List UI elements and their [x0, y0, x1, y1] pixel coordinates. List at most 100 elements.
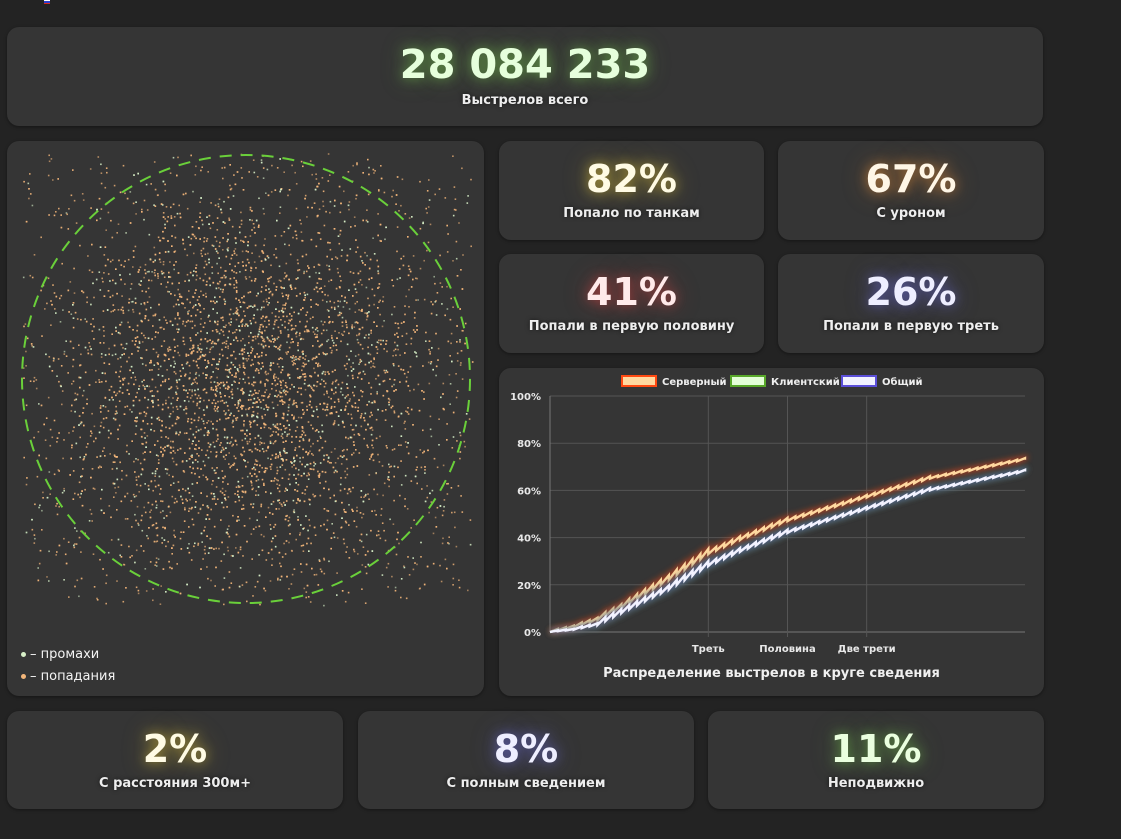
hit-point: [357, 553, 359, 555]
hit-point: [165, 286, 168, 288]
hit-point: [171, 235, 173, 237]
hit-point: [188, 290, 190, 292]
hit-point: [461, 329, 463, 332]
hit-point: [167, 216, 169, 218]
hit-point: [143, 276, 145, 279]
hit-point: [269, 393, 271, 396]
hit-point: [356, 322, 359, 324]
hit-point: [181, 460, 184, 462]
hit-point: [343, 330, 346, 333]
hit-point: [377, 342, 380, 344]
hit-point: [156, 540, 159, 542]
hit-point: [137, 589, 140, 592]
hit-point: [26, 477, 28, 479]
hit-point: [203, 422, 205, 425]
hit-point: [361, 516, 363, 519]
hit-point: [455, 209, 457, 211]
hit-point: [265, 406, 268, 408]
miss-point: [164, 468, 167, 470]
hit-point: [48, 154, 50, 157]
hit-point: [194, 324, 196, 327]
hit-point: [352, 164, 354, 167]
miss-point: [119, 386, 122, 389]
miss-point: [296, 331, 298, 334]
hit-point: [464, 322, 467, 325]
hit-point: [137, 522, 139, 525]
hit-point: [251, 229, 253, 231]
miss-point: [226, 442, 229, 444]
hit-point: [153, 161, 156, 163]
hit-point: [311, 468, 313, 470]
miss-point: [138, 283, 140, 285]
hit-point: [295, 234, 298, 236]
hit-point: [355, 197, 357, 200]
hit-point: [436, 466, 439, 469]
miss-point: [233, 380, 235, 383]
hit-point: [235, 372, 237, 374]
hit-point: [325, 414, 328, 417]
hit-point: [74, 585, 76, 588]
hit-point: [210, 420, 212, 423]
miss-point: [205, 374, 207, 376]
hit-point: [347, 171, 350, 173]
hit-point: [471, 361, 474, 363]
miss-point: [393, 364, 395, 367]
hit-point: [227, 409, 230, 412]
hit-point: [86, 296, 88, 299]
miss-point: [156, 417, 159, 420]
miss-point: [269, 442, 272, 444]
hit-point: [391, 279, 393, 281]
hit-point: [420, 556, 422, 558]
hit-point: [425, 331, 427, 334]
hit-point: [119, 380, 122, 382]
miss-point: [276, 337, 279, 340]
miss-point: [206, 216, 208, 218]
hit-point: [249, 209, 252, 211]
hit-point: [196, 274, 198, 277]
hit-point: [261, 467, 263, 469]
hit-point: [172, 406, 174, 409]
hit-point: [368, 278, 370, 281]
hit-point: [453, 511, 456, 514]
hit-point: [307, 472, 310, 474]
hit-point: [434, 282, 436, 285]
hit-point: [48, 356, 51, 358]
hit-point: [255, 480, 258, 482]
miss-point: [232, 313, 235, 315]
hit-point: [226, 364, 229, 367]
hit-point: [122, 312, 125, 314]
miss-point: [396, 344, 399, 347]
hit-point: [324, 440, 327, 443]
hit-point: [242, 301, 245, 304]
hit-point: [172, 460, 175, 463]
hit-point: [423, 391, 425, 393]
hit-point: [160, 384, 162, 387]
hit-point: [460, 362, 462, 364]
hit-point: [409, 389, 411, 392]
hit-point: [297, 262, 299, 265]
hit-point: [352, 428, 355, 431]
miss-point: [59, 321, 62, 323]
hit-point: [225, 454, 227, 456]
hit-point: [214, 393, 217, 396]
hit-point: [383, 529, 385, 532]
miss-point: [236, 368, 239, 370]
hit-point: [318, 264, 321, 266]
hit-point: [71, 444, 73, 447]
hit-point: [318, 560, 321, 562]
hit-point: [254, 278, 257, 280]
hit-point: [259, 441, 261, 443]
hit-point: [286, 353, 288, 355]
hit-point: [144, 415, 147, 417]
hit-point: [195, 289, 197, 291]
hit-point: [211, 467, 214, 469]
hit-point: [170, 440, 172, 443]
hit-point: [241, 490, 244, 493]
hit-point: [360, 413, 363, 415]
hit-point: [85, 453, 87, 456]
hit-point: [300, 402, 303, 404]
hit-point: [265, 378, 268, 381]
miss-point: [230, 321, 232, 323]
hit-point: [263, 244, 265, 247]
miss-point: [354, 386, 356, 388]
